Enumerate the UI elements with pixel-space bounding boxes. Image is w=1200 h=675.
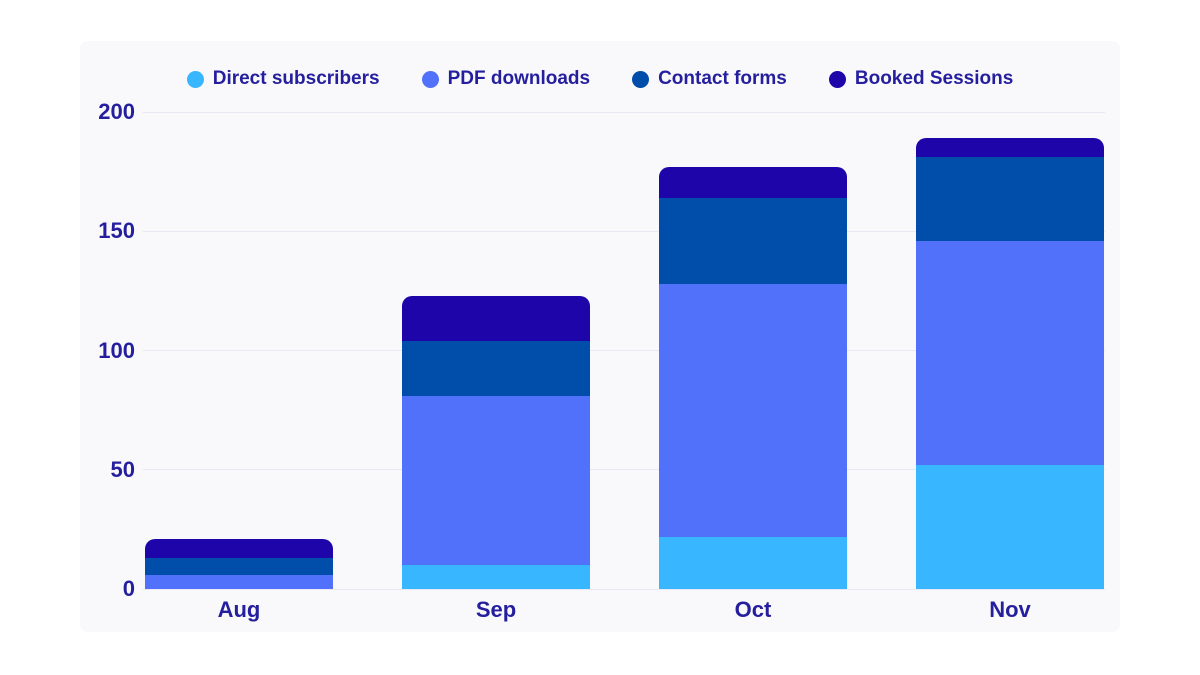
- gridline-y50: [143, 469, 1105, 471]
- gridline-y200: [143, 111, 1105, 113]
- bar-segment-oct-direct-subscribers: [659, 536, 847, 589]
- bar-sep: [402, 295, 590, 589]
- bar-segment-sep-contact-forms: [402, 340, 590, 396]
- bar-segment-nov-direct-subscribers: [916, 464, 1104, 589]
- bar-segment-aug-pdf-downloads: [145, 574, 333, 589]
- gridline-y0: [143, 588, 1105, 590]
- bar-segment-sep-direct-subscribers: [402, 565, 590, 589]
- y-axis-tick-label-100: 100: [98, 337, 135, 363]
- legend-swatch-icon: [421, 70, 439, 88]
- y-axis-tick-label-50: 50: [110, 456, 135, 482]
- bar-aug: [145, 538, 333, 589]
- y-axis-tick-label-0: 0: [122, 576, 135, 601]
- plot-area: 0 50 100 150 200 Aug Sep Oct Nov: [98, 99, 1105, 622]
- bar-segment-sep-booked-sessions: [402, 295, 590, 341]
- x-axis-tick-label-aug: Aug: [217, 597, 261, 622]
- legend-swatch-icon: [632, 70, 650, 88]
- bar-segment-sep-pdf-downloads: [402, 395, 590, 566]
- chart-legend: Direct subscribers PDF downloads Contact f…: [80, 68, 1120, 90]
- gridline-y100: [143, 350, 1105, 351]
- legend-label: Direct subscribers: [212, 68, 380, 89]
- x-axis-tick-label-nov: Nov: [989, 597, 1031, 622]
- legend-label: PDF downloads: [447, 68, 591, 89]
- x-axis-tick-label-oct: Oct: [734, 597, 772, 622]
- legend-label: Contact forms: [658, 68, 787, 89]
- bar-segment-oct-pdf-downloads: [659, 283, 847, 537]
- legend-item-contact-forms: Contact forms: [632, 68, 787, 90]
- bar-segment-nov-booked-sessions: [916, 138, 1104, 158]
- y-axis-tick-label-150: 150: [98, 218, 135, 244]
- legend-swatch-icon: [186, 70, 204, 88]
- gridline-y150: [143, 230, 1105, 232]
- bar-segment-oct-contact-forms: [659, 197, 847, 284]
- bar-segment-aug-booked-sessions: [145, 538, 333, 559]
- bar-segment-nov-pdf-downloads: [916, 240, 1104, 465]
- chart-card: Direct subscribers PDF downloads Contact f…: [80, 41, 1120, 632]
- y-axis-tick-label-200: 200: [98, 99, 135, 124]
- bar-nov: [916, 138, 1104, 589]
- bar-oct: [659, 166, 847, 589]
- bar-segment-nov-contact-forms: [916, 157, 1104, 241]
- legend-label: Booked Sessions: [854, 68, 1014, 89]
- bar-segment-aug-contact-forms: [145, 558, 333, 575]
- legend-item-direct-subscribers: Direct subscribers: [186, 68, 380, 90]
- legend-item-pdf-downloads: PDF downloads: [421, 68, 591, 90]
- legend-swatch-icon: [828, 70, 846, 88]
- x-axis-tick-label-sep: Sep: [475, 597, 517, 622]
- bar-segment-oct-booked-sessions: [659, 166, 847, 198]
- legend-item-booked-sessions: Booked Sessions: [828, 68, 1014, 90]
